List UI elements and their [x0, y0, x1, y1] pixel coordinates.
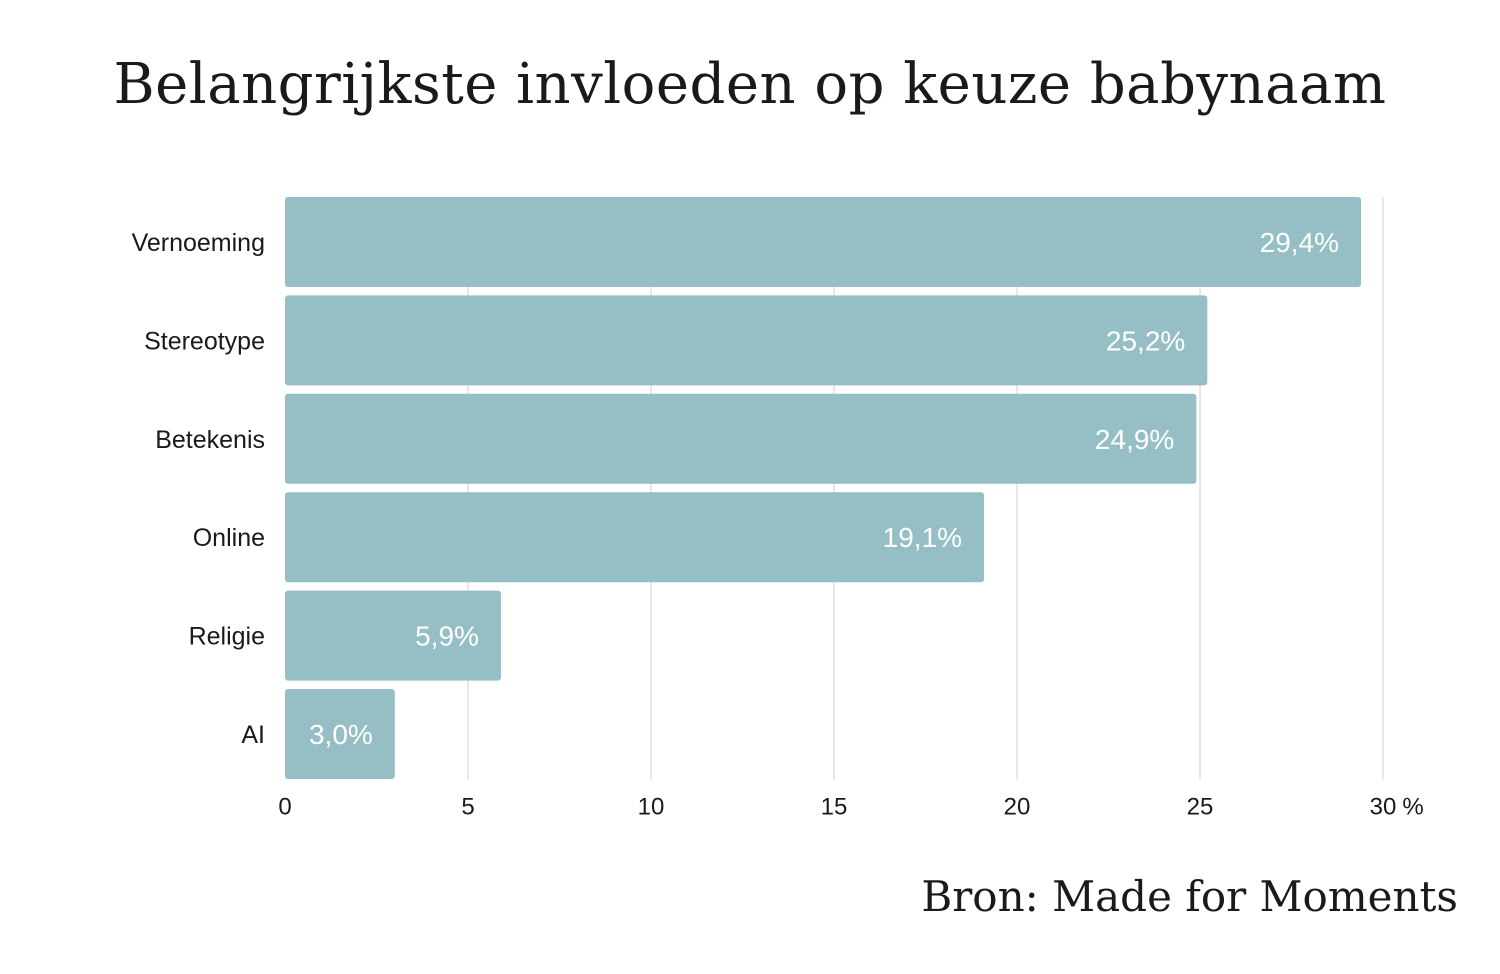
category-label-betekenis: Betekenis: [155, 426, 265, 454]
value-label-betekenis: 24,9%: [1095, 424, 1174, 455]
x-tick-label-5: 5: [461, 793, 474, 820]
bars: [285, 197, 1362, 779]
bar-stereotype: [285, 295, 1208, 386]
bar-ai: [285, 689, 395, 779]
value-label-online: 19,1%: [883, 522, 962, 553]
value-label-religie: 5,9%: [415, 621, 479, 652]
value-labels: 29,4% 25,2% 24,9% 19,1% 5,9% 3,0%: [309, 227, 1339, 750]
bar-betekenis: [285, 393, 1197, 484]
value-label-ai: 3,0%: [309, 719, 373, 750]
x-tick-label-15: 15: [821, 793, 848, 820]
value-label-stereotype: 25,2%: [1106, 325, 1185, 356]
category-label-vernoeming: Vernoeming: [132, 229, 265, 257]
grid-lines: [467, 197, 1384, 780]
category-labels: Vernoeming Stereotype Betekenis Online Relig…: [132, 229, 265, 749]
x-tick-label-0: 0: [278, 793, 291, 820]
x-tick-label-20: 20: [1004, 793, 1031, 820]
value-label-vernoeming: 29,4%: [1260, 227, 1339, 258]
bar-vernoeming: [285, 197, 1362, 287]
category-label-ai: AI: [241, 721, 265, 749]
x-tick-label-10: 10: [638, 793, 665, 820]
category-label-stereotype: Stereotype: [144, 327, 265, 355]
source-note: Bron: Made for Moments: [921, 872, 1458, 921]
category-label-religie: Religie: [189, 623, 265, 651]
bar-religie: [285, 590, 501, 681]
bar-online: [285, 492, 985, 583]
chart-title: Belangrijkste invloeden op keuze babynaa…: [113, 52, 1387, 117]
x-axis-unit: %: [1402, 793, 1423, 820]
x-tick-label-25: 25: [1187, 793, 1214, 820]
category-label-online: Online: [193, 524, 265, 552]
x-tick-label-30: 30: [1370, 793, 1397, 820]
x-axis-ticks: 0 5 10 15 20 25 30%: [278, 793, 1423, 820]
